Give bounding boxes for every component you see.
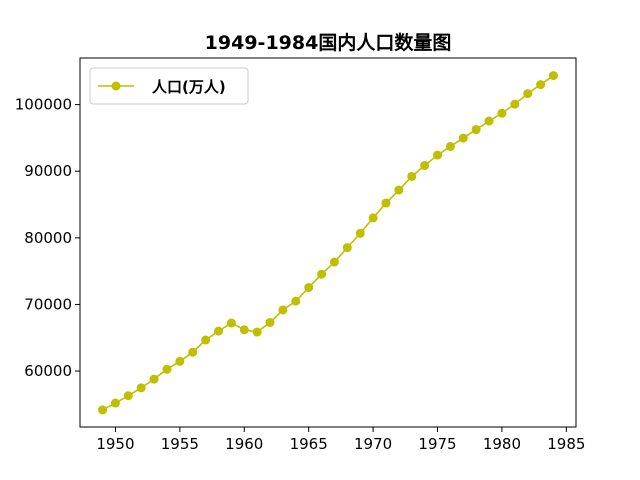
legend-box xyxy=(89,67,249,105)
data-point xyxy=(239,325,249,335)
data-point xyxy=(497,108,507,118)
data-point xyxy=(329,257,339,267)
data-point xyxy=(175,356,185,366)
x-tick-label: 1955 xyxy=(161,435,199,453)
data-point xyxy=(471,125,481,135)
data-point xyxy=(188,347,198,357)
data-point xyxy=(381,198,391,208)
series-line xyxy=(102,74,554,411)
data-point xyxy=(510,99,520,109)
data-point xyxy=(201,335,211,345)
data-point xyxy=(226,318,236,328)
legend: 人口(万人) xyxy=(89,67,249,105)
data-point xyxy=(162,364,172,374)
chart-title: 1949-1984国内人口数量图 xyxy=(205,31,452,54)
legend-label: 人口(万人) xyxy=(152,78,226,96)
data-point xyxy=(123,391,133,401)
x-tick-label: 1950 xyxy=(96,435,134,453)
plot-frame xyxy=(79,57,577,428)
data-point xyxy=(278,305,288,315)
data-point xyxy=(394,185,404,195)
x-tick-label: 1965 xyxy=(290,435,328,453)
data-point xyxy=(213,326,223,336)
data-point xyxy=(523,89,533,99)
data-point xyxy=(136,383,146,393)
y-tick-label: 60000 xyxy=(24,362,72,380)
data-point xyxy=(265,317,275,327)
y-axis: 60000 70000 80000 90000 100000 xyxy=(15,96,80,380)
data-point xyxy=(536,80,546,90)
y-tick-label: 70000 xyxy=(24,295,72,313)
x-tick-label: 1985 xyxy=(547,435,585,453)
data-point xyxy=(433,150,443,160)
x-tick-label: 1970 xyxy=(354,435,392,453)
x-axis: 1950 1955 1960 1965 1970 1975 1980 1985 xyxy=(96,427,585,453)
x-tick-label: 1980 xyxy=(483,435,521,453)
data-point xyxy=(355,228,365,238)
plot-content xyxy=(98,71,558,415)
y-tick-label: 80000 xyxy=(24,229,72,247)
data-point xyxy=(304,283,314,293)
x-tick-label: 1975 xyxy=(418,435,456,453)
data-point xyxy=(484,116,494,126)
data-point xyxy=(291,296,301,306)
data-point xyxy=(420,161,430,171)
data-point xyxy=(317,269,327,279)
data-point xyxy=(407,171,417,181)
y-tick-label: 90000 xyxy=(24,162,72,180)
data-point xyxy=(368,213,378,223)
data-point xyxy=(342,243,352,253)
data-point xyxy=(149,374,159,384)
data-point xyxy=(252,327,262,337)
data-point xyxy=(98,405,108,415)
y-tick-label: 100000 xyxy=(15,96,72,114)
legend-marker-sample xyxy=(111,81,121,91)
x-tick-label: 1960 xyxy=(225,435,263,453)
data-point xyxy=(458,133,468,143)
data-point xyxy=(445,141,455,151)
data-point xyxy=(548,71,558,81)
data-point xyxy=(110,398,120,408)
